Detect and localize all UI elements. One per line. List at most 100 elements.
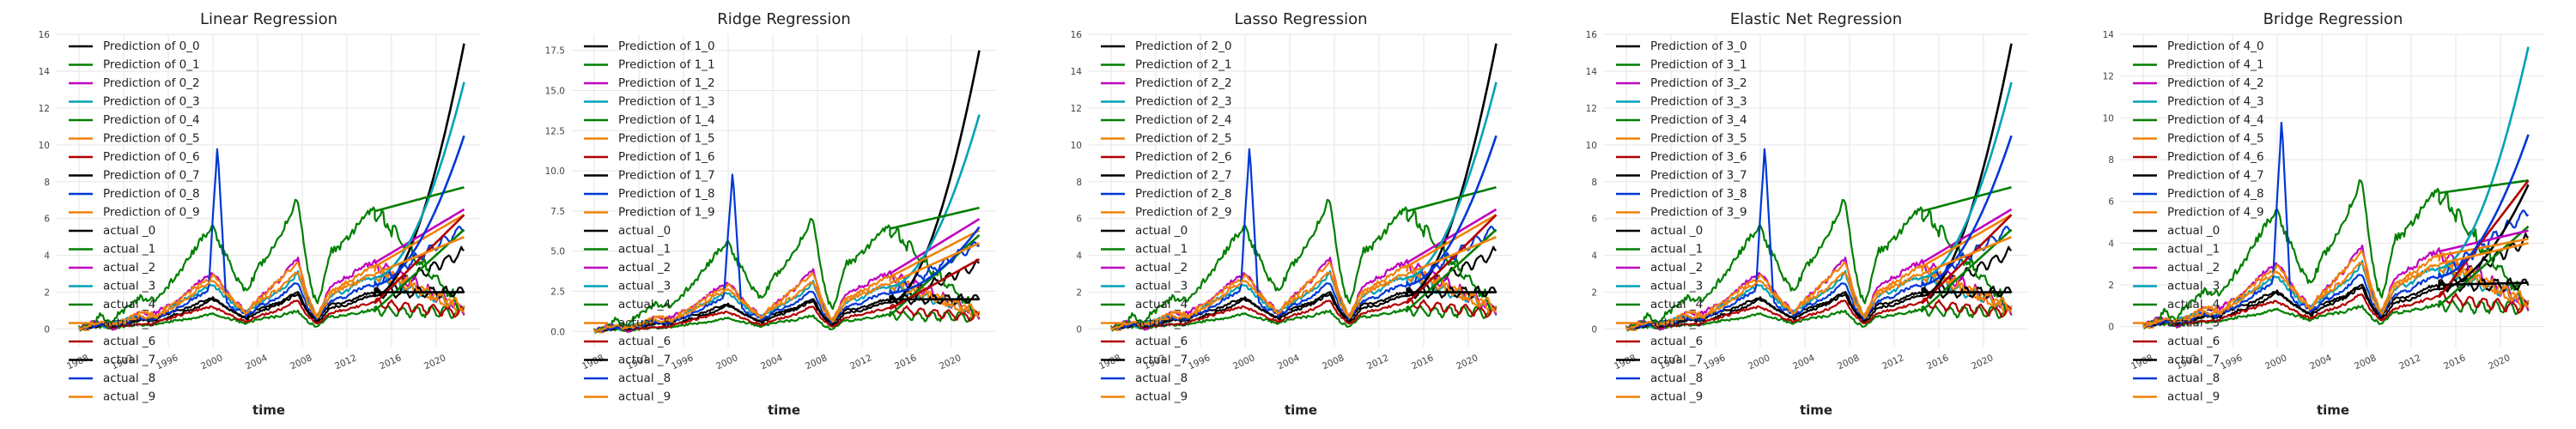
y-tick-label: 2 <box>2108 281 2114 291</box>
x-tick-label: 2004 <box>1791 353 1817 372</box>
actual-line-8 <box>1625 148 2013 330</box>
y-tick-label: 14 <box>2103 30 2115 40</box>
x-tick-label: 2020 <box>1455 353 1479 372</box>
y-tick-label: 4 <box>44 251 50 262</box>
plot-area <box>1109 43 1498 332</box>
actual-line-8 <box>2142 121 2530 328</box>
prediction-line-8 <box>1406 135 1498 287</box>
y-tick-label: 2.5 <box>550 287 565 297</box>
legend-label: Prediction of 2_6 <box>1135 150 1232 164</box>
x-tick-label: 1996 <box>1187 353 1212 372</box>
legend-label: actual _0 <box>103 224 155 238</box>
y-tick-label: 14 <box>39 67 51 77</box>
legend-label: Prediction of 0_6 <box>103 150 200 164</box>
prediction-line-5 <box>889 229 981 278</box>
x-tick-label: 2016 <box>893 353 919 372</box>
legend-label: Prediction of 2_1 <box>1135 58 1232 72</box>
legend: Prediction of 4_0 Prediction of 4_1 Predic… <box>2133 39 2264 404</box>
actual-line-6 <box>1625 297 2012 330</box>
y-tick-label: 2 <box>44 288 50 299</box>
legend-label: actual _5 <box>618 317 671 330</box>
legend-label: actual _1 <box>2167 243 2220 257</box>
legend-label: actual _3 <box>618 280 671 293</box>
y-tick-label: 6 <box>1591 214 1597 225</box>
actual-line-9 <box>2142 261 2530 329</box>
prediction-line-7 <box>2439 281 2529 287</box>
prediction-line-2 <box>889 218 981 275</box>
legend-label: Prediction of 4_0 <box>2167 39 2264 53</box>
prediction-line-8 <box>1922 135 2013 287</box>
legend-label: Prediction of 1_7 <box>618 169 715 183</box>
x-tick-label: 2000 <box>2263 353 2288 372</box>
y-tick-label: 5.0 <box>550 247 565 257</box>
legend-label: Prediction of 0_7 <box>103 169 200 183</box>
x-tick-label: 2008 <box>1836 353 1861 372</box>
actual-line-6 <box>593 304 980 332</box>
legend-label: Prediction of 2_0 <box>1135 39 1232 53</box>
legend-label: Prediction of 3_0 <box>1650 39 1747 53</box>
x-tick-label: 1988 <box>65 353 90 372</box>
y-tick-label: 12 <box>1071 104 1082 114</box>
y-tick-label: 2 <box>1591 288 1597 299</box>
prediction-line-9 <box>1922 235 2012 275</box>
legend-label: actual _2 <box>2167 261 2220 275</box>
legend-label: Prediction of 3_9 <box>1650 206 1747 220</box>
y-tick-label: 12 <box>1586 104 1597 114</box>
prediction-line-4 <box>1922 185 2012 213</box>
grid <box>572 34 996 347</box>
legend-label: Prediction of 3_4 <box>1650 113 1747 127</box>
legend-label: actual _8 <box>103 372 155 385</box>
legend: Prediction of 0_0 Prediction of 0_1 Predic… <box>69 39 200 404</box>
legend-label: Prediction of 2_2 <box>1135 76 1232 90</box>
legend-label: Prediction of 0_0 <box>103 39 200 53</box>
legend-label: actual _5 <box>1135 317 1188 330</box>
y-tick-label: 2 <box>1076 288 1082 299</box>
y-tick-label: 7.5 <box>550 207 565 217</box>
y-tick-label: 10 <box>1586 141 1597 151</box>
legend-label: Prediction of 2_5 <box>1135 132 1232 146</box>
prediction-line-2 <box>1921 208 2013 264</box>
chart-title: Elastic Net Regression <box>1730 10 1902 28</box>
legend-label: Prediction of 3_2 <box>1650 76 1747 90</box>
plot-area <box>1625 43 2013 332</box>
legend-label: Prediction of 3_5 <box>1650 132 1747 146</box>
x-tick-label: 2008 <box>2353 353 2378 372</box>
legend-label: actual _2 <box>1650 261 1703 275</box>
x-tick-label: 2012 <box>333 353 358 372</box>
legend-label: Prediction of 1_9 <box>618 206 715 220</box>
x-tick-label: 2016 <box>1410 353 1436 372</box>
chart-title: Ridge Regression <box>717 10 851 28</box>
legend-label: Prediction of 1_0 <box>618 39 715 53</box>
legend-label: Prediction of 4_1 <box>2167 58 2264 72</box>
legend-label: actual _9 <box>618 390 671 404</box>
x-tick-label: 2012 <box>848 353 873 372</box>
actual-line-5 <box>1625 261 2013 331</box>
x-tick-label: 2000 <box>199 353 224 372</box>
y-tick-label: 16 <box>39 30 51 40</box>
legend: Prediction of 3_0 Prediction of 3_1 Predic… <box>1616 39 1747 404</box>
legend-label: Prediction of 4_6 <box>2167 150 2264 164</box>
legend-label: Prediction of 4_5 <box>2167 132 2264 146</box>
x-tick-label: 2004 <box>244 353 270 372</box>
y-tick-label: 4 <box>1076 251 1082 262</box>
x-axis-label: time <box>768 402 800 418</box>
legend-label: actual _6 <box>2167 335 2220 348</box>
actual-line-5 <box>78 261 465 331</box>
legend-label: actual _3 <box>103 280 155 293</box>
y-tick-label: 8 <box>2108 155 2114 166</box>
legend-label: actual _6 <box>103 335 155 348</box>
y-tick-label: 0 <box>2108 323 2114 333</box>
x-tick-label: 2012 <box>1880 353 1905 372</box>
legend-label: Prediction of 3_1 <box>1650 58 1747 72</box>
y-tick-label: 14 <box>1586 67 1598 77</box>
x-tick-label: 2016 <box>2442 353 2468 372</box>
legend-label: actual _4 <box>103 298 155 311</box>
legend-label: actual _7 <box>1135 353 1188 367</box>
legend-label: actual _6 <box>618 335 671 348</box>
x-tick-label: 1996 <box>155 353 180 372</box>
x-tick-label: 2000 <box>1231 353 1256 372</box>
plot-area <box>2142 46 2530 329</box>
y-tick-label: 10 <box>1071 141 1082 151</box>
